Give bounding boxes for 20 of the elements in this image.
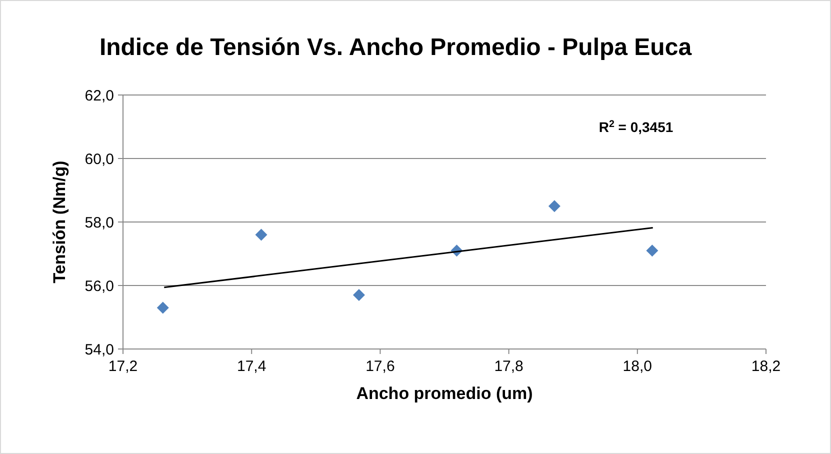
y-tick-label: 56,0: [84, 278, 114, 295]
x-tick-label: 17,2: [108, 358, 138, 375]
point: [156, 302, 169, 314]
x-tick-label: 17,8: [494, 358, 524, 375]
point: [548, 200, 560, 212]
annotation: R$^{2}$ = 0,3451: [598, 118, 674, 135]
point: [646, 244, 658, 257]
y-axis-title: Tensión (Nm/g): [50, 160, 69, 284]
y-tick-label: 62,0: [84, 87, 114, 104]
y-tick-label: 58,0: [84, 214, 114, 232]
chart-title: Indice de Tensión Vs. Ancho Promedio - Pulpa Euca: [99, 34, 692, 61]
x-axis-title: Ancho promedio (um): [356, 384, 533, 403]
x-tick-label: 18,0: [622, 358, 652, 375]
point: [352, 289, 365, 302]
x-tick-label: 18,2: [751, 358, 781, 375]
x-tick-label: 17,6: [366, 358, 395, 375]
point: [255, 228, 268, 241]
y-tick-label: 60,0: [84, 150, 114, 168]
x-tick-label: 17,4: [237, 358, 266, 375]
y-tick-label: 54,0: [84, 341, 114, 358]
